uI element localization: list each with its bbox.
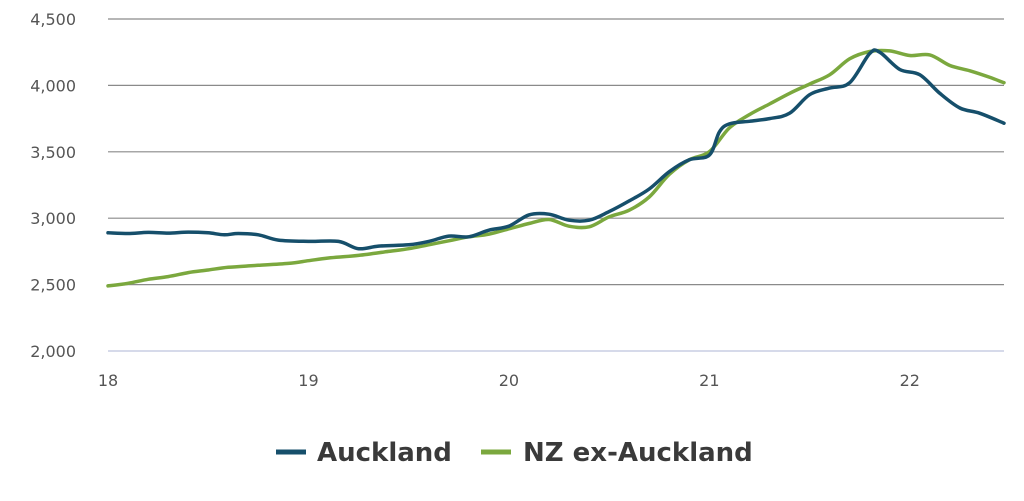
gridlines (108, 18, 1004, 352)
series-lines (106, 48, 1006, 288)
x-tick-label: 21 (699, 371, 719, 390)
legend-label-auckland: Auckland (317, 438, 452, 468)
x-tick-label: 18 (98, 371, 118, 390)
y-tick-label: 3,500 (30, 143, 76, 162)
x-tick-label: 19 (298, 371, 318, 390)
y-tick-label: 4,500 (30, 10, 76, 29)
y-tick-label: 2,000 (30, 342, 76, 361)
x-tick-label: 20 (499, 371, 519, 390)
series-line-nz-ex-auckland (106, 48, 1006, 288)
legend: Auckland NZ ex-Auckland (276, 438, 753, 468)
legend-label-nz-ex-auckland: NZ ex-Auckland (523, 438, 753, 468)
x-tick-label: 22 (900, 371, 920, 390)
y-axis-tick-labels: 2,000 2,500 3,000 3,500 4,000 4,500 (30, 10, 76, 361)
y-tick-label: 2,500 (30, 276, 76, 295)
series-line-auckland (106, 48, 1006, 251)
y-tick-label: 4,000 (30, 76, 76, 95)
x-axis-tick-labels: 18 19 20 21 22 (98, 371, 920, 390)
y-tick-label: 3,000 (30, 209, 76, 228)
